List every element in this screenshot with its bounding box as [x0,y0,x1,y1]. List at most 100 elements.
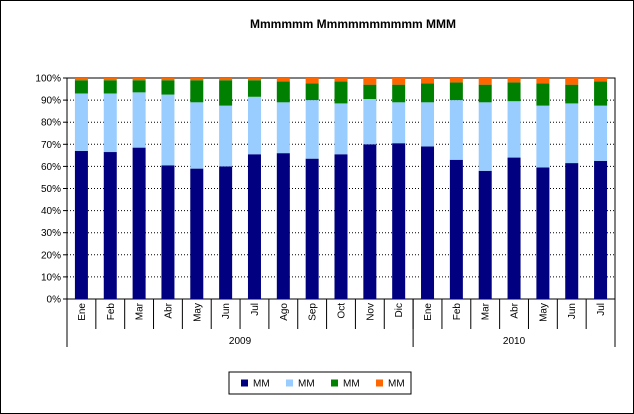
y-tick-label: 0% [47,295,62,306]
bar-segment-2 [190,102,204,169]
legend-swatch-1 [241,379,248,387]
bar-segment-4 [478,78,492,85]
bar-segment-2 [334,103,348,155]
bar-segment-2 [276,102,290,154]
bar-segment-2 [103,93,117,153]
bar-segment-1 [305,158,319,299]
bar-segment-1 [594,160,608,299]
plot-area: 0% 10% 20% 30% 40% 50% 60% 70% 80% 90% 100% Ene Feb M… [35,74,616,347]
bar-segment-1 [132,147,146,299]
x-tick-label: Jul [596,303,607,316]
bar-segment-1 [449,159,463,299]
bar-segment-1 [421,146,435,299]
y-tick-label: 70% [41,140,61,151]
bar-segment-4 [363,78,377,85]
legend-swatch-3 [331,379,338,387]
x-tick-label: Oct [337,303,348,319]
bar-segment-3 [132,80,146,93]
bar-segment-4 [103,78,117,81]
x-tick-label: Abr [510,302,521,318]
bar-segment-2 [305,100,319,159]
bar-segment-3 [478,84,492,103]
bar-segment-3 [276,81,290,103]
bar-segment-1 [161,165,175,299]
bar-segment-3 [161,80,175,95]
bar-segment-2 [247,96,261,155]
bar-segment-4 [392,78,406,85]
bar-segment-2 [392,102,406,144]
bar-segment-4 [449,78,463,83]
bar-segment-4 [507,78,521,83]
x-tick-label: Abr [163,302,174,318]
bar-segment-4 [421,78,435,84]
bar-segment-4 [565,78,579,85]
bar-segment-1 [478,170,492,299]
bar-segment-1 [565,163,579,299]
x-tick-label: May [192,303,203,322]
bar-segment-1 [507,157,521,299]
bar-segment-4 [334,78,348,82]
bar-segment-2 [449,100,463,160]
bar-segment-1 [363,144,377,299]
bar-segment-3 [536,83,550,106]
bar-segment-3 [247,80,261,97]
y-tick-label: 60% [41,162,61,173]
legend-swatch-4 [376,379,383,387]
bar-segment-2 [363,98,377,145]
bar-segment-3 [421,83,435,103]
bar-segment-1 [219,166,233,299]
bar-segment-3 [392,84,406,103]
bar-segment-1 [103,152,117,299]
y-tick-label: 50% [41,184,61,195]
bar-segment-3 [74,80,88,94]
x-tick-label: Sep [308,303,319,321]
y-tick-label: 30% [41,228,61,239]
bar-segment-4 [594,78,608,82]
bar-segment-4 [132,78,146,81]
bar-segment-2 [507,101,521,158]
bar-segment-4 [74,78,88,81]
legend-box [228,371,412,395]
bar-segment-2 [565,103,579,164]
bar-segment-4 [161,78,175,81]
legend-label-3: MM [343,379,360,390]
bar-segment-3 [449,82,463,101]
legend-label-4: MM [388,379,405,390]
bar-segment-2 [421,102,435,147]
y-tick-label: 100% [35,74,61,85]
x-tick-label: Jun [567,303,578,319]
bar-segment-4 [276,78,290,82]
bar-segment-1 [276,153,290,299]
y-tick-label: 20% [41,250,61,261]
x-tick-label: Ene [77,303,88,321]
x-tick-label: Feb [106,303,117,321]
bar-segment-2 [594,105,608,161]
bar-segment-3 [305,83,319,101]
bar-segment-4 [219,78,233,81]
legend-label-2: MM [298,379,315,390]
bar-segment-3 [594,81,608,106]
bar-segment-2 [74,93,88,151]
x-tick-label: Mar [481,302,492,320]
y-tick-label: 40% [41,206,61,217]
group-label: 2010 [503,336,526,347]
x-tick-label: Dic [394,303,405,317]
x-tick-label: Mar [135,302,146,320]
bar-segment-3 [334,81,348,104]
bar-segment-1 [74,150,88,299]
bar-segment-3 [363,84,377,99]
bar-segment-4 [247,78,261,81]
y-tick-label: 90% [41,96,61,107]
bar-segment-2 [536,105,550,168]
bar-segment-2 [132,92,146,148]
x-tick-label: May [538,303,549,322]
x-tick-label: Nov [365,303,376,321]
legend-label-1: MM [253,379,270,390]
bar-segment-3 [565,84,579,104]
bar-segment-3 [103,80,117,94]
x-tick-label: Ene [423,303,434,321]
bar-segment-4 [305,78,319,84]
bar-segment-1 [190,168,204,299]
